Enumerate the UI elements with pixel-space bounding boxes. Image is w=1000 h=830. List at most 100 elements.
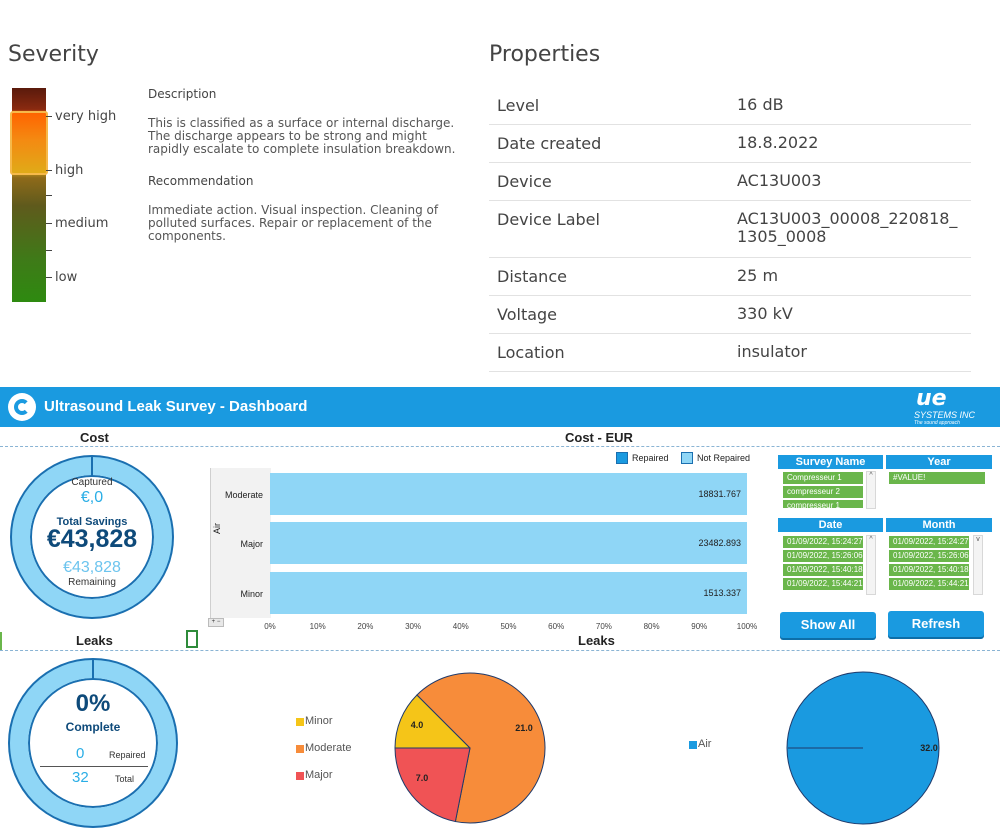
property-row: Date created 18.8.2022 <box>489 125 971 163</box>
description-heading: Description <box>148 87 217 101</box>
survey-name-header: Survey Name <box>778 455 883 469</box>
expand-collapse-button[interactable]: + − <box>208 618 224 627</box>
legend-swatch-not-repaired <box>681 452 693 464</box>
recommendation-heading: Recommendation <box>148 174 254 188</box>
bar-not-repaired <box>270 473 747 515</box>
total-count: 32 <box>72 769 89 786</box>
survey-name-option[interactable]: compresseur 2 <box>783 486 863 498</box>
property-row: Distance 25 m <box>489 258 971 296</box>
dashboard-title: Ultrasound Leak Survey - Dashboard <box>44 398 308 415</box>
legend-swatch-minor <box>296 718 304 726</box>
leaks-type-pie: 32.0 <box>786 671 940 825</box>
survey-name-option[interactable]: Compresseur 1 <box>783 472 863 484</box>
property-key: Distance <box>497 267 567 286</box>
donut-segment-divider <box>92 660 94 680</box>
date-option[interactable]: 01/09/2022, 15:24:27 <box>783 536 863 548</box>
leaks-severity-pie: 4.0 21.0 7.0 <box>394 672 546 824</box>
total-savings-label: Total Savings <box>56 516 128 528</box>
year-option[interactable]: #VALUE! <box>889 472 985 484</box>
month-option[interactable]: 01/09/2022, 15:40:18 <box>889 564 969 576</box>
pie-data-label: 21.0 <box>515 723 533 733</box>
property-row: Device Label AC13U003_00008_220818_1305_… <box>489 201 971 258</box>
remaining-value: €43,828 <box>63 559 121 576</box>
pie-slice-moderate <box>416 672 546 824</box>
scale-tick <box>46 170 52 171</box>
month-option[interactable]: 01/09/2022, 15:26:06 <box>889 550 969 562</box>
divider <box>0 650 1000 651</box>
repaired-count: 0 <box>76 745 85 762</box>
legend-swatch-major <box>296 772 304 780</box>
x-tick-label: 20% <box>357 622 374 631</box>
property-value: 18.8.2022 <box>737 133 819 152</box>
properties-title: Properties <box>489 42 601 67</box>
property-row: Voltage 330 kV <box>489 296 971 334</box>
x-tick-label: 100% <box>736 622 758 631</box>
scale-tick <box>46 223 52 224</box>
app-logo-mark <box>14 399 30 415</box>
severity-level-medium: medium <box>55 216 109 231</box>
bar-category-label: Minor <box>240 589 263 599</box>
captured-label: Captured <box>71 477 113 488</box>
x-tick-label: 0% <box>264 622 276 631</box>
cost-section-label: Cost <box>80 430 109 445</box>
selection-marker <box>186 630 198 648</box>
cost-bar-plot <box>210 468 750 618</box>
survey-name-option[interactable]: compresseur 1 <box>783 500 863 508</box>
property-value: insulator <box>737 342 807 361</box>
severity-title: Severity <box>8 42 99 67</box>
total-label: Total <box>115 774 135 784</box>
refresh-button[interactable]: Refresh <box>888 611 984 637</box>
date-option[interactable]: 01/09/2022, 15:26:06 <box>783 550 863 562</box>
month-option[interactable]: 01/09/2022, 15:24:27 <box>889 536 969 548</box>
severity-marker <box>10 111 48 175</box>
show-all-button[interactable]: Show All <box>780 612 876 638</box>
month-header: Month <box>886 518 992 532</box>
scale-tick <box>46 277 52 278</box>
date-header: Date <box>778 518 883 532</box>
property-value: 330 kV <box>737 304 793 323</box>
dashboard-header <box>0 387 1000 427</box>
ue-systems-logo-tagline: The sound approach <box>914 420 960 426</box>
severity-level-low: low <box>55 270 78 285</box>
bar-not-repaired <box>270 522 747 564</box>
month-option[interactable]: 01/09/2022, 15:44:21 <box>889 578 969 590</box>
complete-label: Complete <box>65 720 121 734</box>
x-tick-label: 10% <box>309 622 326 631</box>
property-key: Level <box>497 96 540 115</box>
date-scrollbar[interactable]: ^ <box>866 535 876 595</box>
bar-category-panel <box>211 468 271 618</box>
survey-name-scrollbar[interactable]: ^ <box>866 471 876 509</box>
bar-not-repaired <box>270 572 747 614</box>
property-key: Voltage <box>497 305 558 324</box>
recommendation-text: Immediate action. Visual inspection. Cle… <box>148 203 439 243</box>
cost-chart-title: Cost - EUR <box>565 430 633 445</box>
bar-data-label: 23482.893 <box>698 538 741 548</box>
property-value: 16 dB <box>737 95 784 114</box>
property-value: AC13U003_00008_220818_1305_0008 <box>737 209 958 246</box>
x-tick-label: 50% <box>500 622 517 631</box>
pie-data-label: 4.0 <box>411 720 424 730</box>
pie-slice-major <box>394 747 471 823</box>
repaired-label: Repaired <box>109 750 146 760</box>
year-header: Year <box>886 455 992 469</box>
legend-air: Air <box>698 738 712 750</box>
month-scrollbar[interactable]: v <box>973 535 983 595</box>
scale-tick <box>46 116 52 117</box>
x-tick-label: 70% <box>595 622 612 631</box>
severity-level-high: high <box>55 163 84 178</box>
date-option[interactable]: 01/09/2022, 15:40:18 <box>783 564 863 576</box>
legend-major: Major <box>305 769 333 781</box>
legend-repaired: Repaired <box>632 453 669 463</box>
ue-systems-logo: ue <box>916 386 947 411</box>
bar-category-label: Moderate <box>224 490 263 500</box>
legend-minor: Minor <box>305 715 333 727</box>
legend-moderate: Moderate <box>305 742 352 754</box>
divider <box>0 446 1000 447</box>
legend-swatch-repaired <box>616 452 628 464</box>
severity-level-very-high: very high <box>55 109 117 124</box>
pie-data-label: 7.0 <box>416 773 429 783</box>
complete-percent: 0% <box>75 690 111 717</box>
section-marker <box>0 632 2 650</box>
date-option[interactable]: 01/09/2022, 15:44:21 <box>783 578 863 590</box>
donut-segment-divider <box>91 457 93 477</box>
